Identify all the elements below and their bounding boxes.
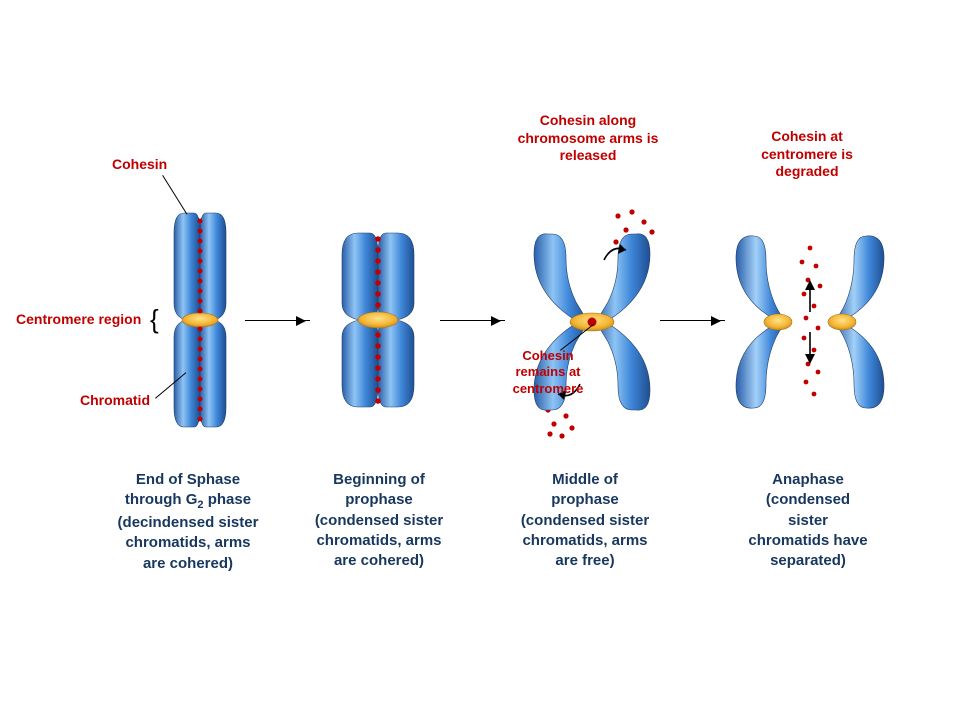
caption-4-l4: chromatids have xyxy=(748,532,867,549)
chromosome-panel-1 xyxy=(160,205,240,435)
caption-3: Middle of prophase (condensed sister chr… xyxy=(500,470,670,571)
caption-1: End of Sphase through G2 phase (decinden… xyxy=(98,470,278,574)
arrow-2-3 xyxy=(440,320,505,321)
caption-2-l1: Beginning of xyxy=(333,471,425,488)
caption-4: Anaphase (condensed sister chromatids ha… xyxy=(728,470,888,571)
caption-2: Beginning of prophase (condensed sister … xyxy=(294,470,464,571)
label-chromatid: Chromatid xyxy=(80,392,150,410)
caption-4-l2: (condensed xyxy=(766,491,850,508)
caption-1-l4: chromatids, arms xyxy=(125,534,250,551)
degraded-dots xyxy=(800,246,823,397)
label-cohesin: Cohesin xyxy=(112,156,167,174)
chromosome-panel-3 xyxy=(512,202,672,442)
caption-1-l1: End of Sphase xyxy=(136,471,240,488)
caption-3-l2: prophase xyxy=(551,491,619,508)
label-cohesin-remains: Cohesin remains at centromere xyxy=(498,348,598,397)
caption-3-l5: are free) xyxy=(555,552,614,569)
caption-3-l4: chromatids, arms xyxy=(522,532,647,549)
caption-2-l3: (condensed sister xyxy=(315,512,443,529)
caption-3-l1: Middle of xyxy=(552,471,618,488)
caption-1-l3: (decindensed sister xyxy=(118,514,259,531)
arrow-3-4 xyxy=(660,320,725,321)
caption-2-l5: are cohered) xyxy=(334,552,424,569)
caption-1-l5: are cohered) xyxy=(143,555,233,572)
brace-centromere: { xyxy=(150,304,159,335)
caption-2-l4: chromatids, arms xyxy=(316,532,441,549)
caption-4-l5: separated) xyxy=(770,552,846,569)
label-cohesin-released: Cohesin along chromosome arms is release… xyxy=(508,112,668,165)
arrow-1-2 xyxy=(245,320,310,321)
chromosome-panel-4 xyxy=(720,222,900,422)
label-centromere-region: Centromere region xyxy=(16,311,141,329)
label-cohesin-degraded: Cohesin at centromere is degraded xyxy=(742,128,872,181)
caption-4-l3: sister xyxy=(788,512,828,529)
caption-4-l1: Anaphase xyxy=(772,471,844,488)
caption-2-l2: prophase xyxy=(345,491,413,508)
caption-1-l2a: through G xyxy=(125,491,197,508)
diagram-stage: { Cohesin Centromere region Chromatid Co… xyxy=(0,0,960,720)
caption-1-l2b: phase xyxy=(204,491,252,508)
caption-3-l3: (condensed sister xyxy=(521,512,649,529)
chromosome-panel-2 xyxy=(328,225,428,415)
